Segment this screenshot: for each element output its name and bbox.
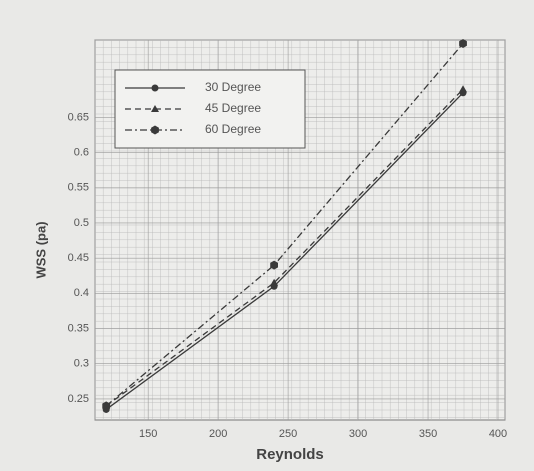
x-tick-label: 350 bbox=[419, 428, 437, 440]
marker bbox=[270, 278, 279, 286]
marker bbox=[102, 401, 111, 411]
legend-marker bbox=[151, 125, 159, 135]
marker bbox=[459, 85, 468, 93]
legend-label: 60 Degree bbox=[205, 122, 261, 136]
y-tick-label: 0.65 bbox=[68, 111, 89, 123]
x-axis-label: Reynolds bbox=[256, 446, 324, 463]
x-tick-label: 250 bbox=[279, 428, 297, 440]
legend-marker bbox=[151, 105, 159, 112]
legend: 30 Degree 45 Degree 60 Degree bbox=[114, 69, 306, 149]
y-tick-label: 0.3 bbox=[74, 358, 89, 370]
legend-marker bbox=[151, 84, 159, 92]
y-tick-label: 0.55 bbox=[68, 182, 89, 194]
marker bbox=[459, 39, 467, 49]
x-tick-label: 200 bbox=[209, 428, 227, 440]
x-tick-label: 400 bbox=[489, 428, 507, 440]
x-tick-label: 300 bbox=[349, 428, 367, 440]
marker bbox=[270, 260, 279, 270]
y-tick-label: 0.4 bbox=[74, 287, 89, 299]
legend-label: 45 Degree bbox=[205, 101, 261, 115]
x-tick-label: 150 bbox=[139, 428, 157, 440]
y-tick-label: 0.5 bbox=[74, 217, 89, 229]
legend-label: 30 Degree bbox=[205, 80, 261, 94]
y-axis-label: WSS (pa) bbox=[33, 221, 48, 278]
y-tick-label: 0.6 bbox=[74, 146, 89, 158]
y-tick-label: 0.25 bbox=[68, 393, 89, 405]
y-tick-label: 0.35 bbox=[68, 322, 89, 334]
y-tick-label: 0.45 bbox=[68, 252, 89, 264]
